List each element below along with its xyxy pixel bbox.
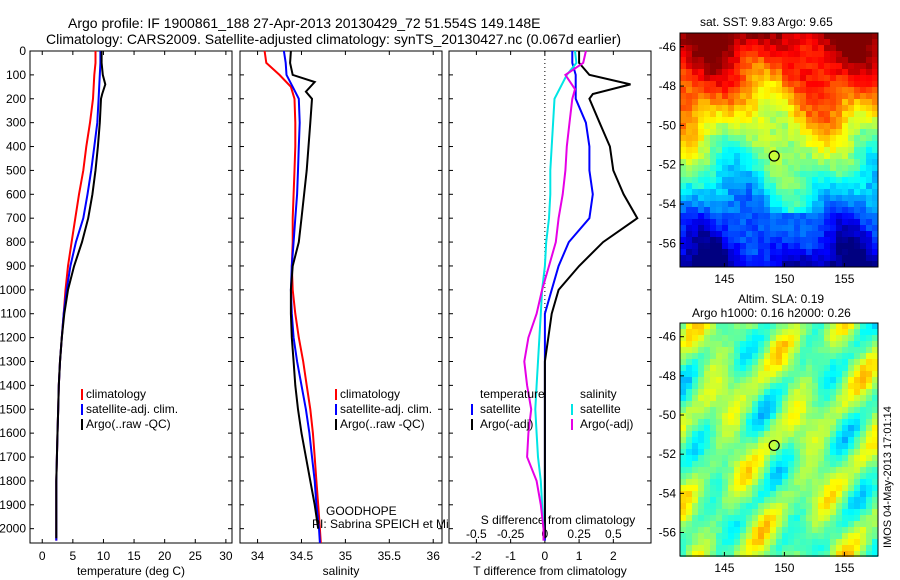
panel-3-xtick-label: 1 [576,549,583,563]
legend-label: satellite-adj. clim. [340,402,432,416]
depth-tick-label: 800 [6,235,26,249]
depth-tick-label: 1400 [0,378,26,392]
legend-label: Argo(..raw -QC) [340,417,425,431]
sla-map-lon-label: 145 [714,561,734,575]
sst-map-lat-label: -52 [659,158,677,172]
panel-1-xtick-label: 15 [127,549,141,563]
salinity-diff-axis-label: S difference from climatology [481,513,636,527]
legend-label: Argo(..raw -QC) [86,417,171,431]
legend-label: Argo(-adj) [580,417,633,431]
panel-2-xtick-label: 36 [427,549,441,563]
sst-map-lat-label: -54 [659,197,677,211]
sla-map-lon-label: 150 [774,561,794,575]
depth-tick-label: 700 [6,211,26,225]
depth-tick-label: 300 [6,116,26,130]
panel-2-frame [239,50,443,544]
series-line-1-3 [55,51,107,539]
sla-map-lat-label: -46 [659,330,677,344]
sla-map-lat-label: -54 [659,486,677,500]
legend-label: climatology [340,387,400,401]
legend-group-title: salinity [580,387,617,401]
sst-map-lon-label: 150 [774,272,794,286]
panel-2-xtick-label: 35.5 [378,549,402,563]
panel-3-xtick-label: 2 [610,549,617,563]
depth-tick-label: 1900 [0,498,26,512]
salinity-diff-tick-label: 0.5 [605,527,622,541]
legend-label: climatology [86,387,146,401]
panel-2-xtick-label: 34 [251,549,265,563]
sla-map-frame [679,322,879,557]
depth-tick-label: 1700 [0,450,26,464]
depth-tick-label: 900 [6,259,26,273]
panel-1-xtick-label: 30 [219,549,233,563]
sla-map-lat-label: -50 [659,408,677,422]
salinity-diff-tick-label: -0.25 [497,527,525,541]
panel-3-xtick-label: -1 [505,549,516,563]
imos-credit: IMOS 04-May-2013 17:01:14 [882,406,894,548]
figure-title-line1: Argo profile: IF 1900861_188 27-Apr-2013… [68,15,541,31]
sst-map-lat-label: -56 [659,236,677,250]
sla-map-lat-label: -52 [659,447,677,461]
depth-tick-label: 100 [6,68,26,82]
sst-map-lat-label: -46 [659,40,677,54]
panel-1-xtick-label: 20 [158,549,172,563]
panel-2-xlabel: salinity [323,564,360,578]
depth-tick-label: 1800 [0,474,26,488]
sla-map-title-line1: Altim. SLA: 0.19 [738,292,825,306]
panel-1-xtick-label: 25 [189,549,203,563]
goodhope-label: GOODHOPE [326,504,397,518]
series-line-2-3 [289,50,320,529]
depth-tick-label: 1500 [0,402,26,416]
sst-map-pixels [680,33,878,267]
depth-tick-label: 2000 [0,522,26,536]
sla-map-argo-marker [768,439,780,452]
depth-tick-label: 1100 [0,307,26,321]
panel-2-xtick-label: 34.5 [290,549,314,563]
panel-1-xtick-label: 10 [97,549,111,563]
legend-label: satellite [580,402,621,416]
legend-label: Argo(-adj) [480,417,533,431]
panel-1-xtick-label: 0 [39,549,46,563]
depth-tick-label: 600 [6,187,26,201]
depth-tick-label: 1300 [0,354,26,368]
panel-1-frame [29,50,233,544]
series-line-3-4 [523,50,587,541]
sla-map-pixels [680,323,878,557]
depth-tick-label: 0 [19,44,26,58]
depth-tick-label: 200 [6,92,26,106]
sst-map-title: sat. SST: 9.83 Argo: 9.65 [700,15,833,29]
sla-map-lon-label: 155 [834,561,854,575]
sst-map-lat-label: -50 [659,118,677,132]
legend-label: satellite-adj. clim. [86,402,178,416]
depth-tick-label: 1200 [0,331,26,345]
series-line-3-2 [543,51,639,539]
sla-map-title-line2: Argo h1000: 0.16 h2000: 0.26 [692,306,851,320]
depth-tick-label: 500 [6,163,26,177]
depth-tick-label: 400 [6,140,26,154]
panel-3-xtick-label: -2 [471,549,482,563]
sst-map-lon-label: 155 [834,272,854,286]
salinity-diff-tick-label: 0.25 [567,527,591,541]
sst-map-lon-label: 145 [714,272,734,286]
panel-2-xtick-label: 35 [339,549,353,563]
legend-group-title: temperature [480,387,545,401]
panel-3-xtick-label: 0 [542,549,549,563]
panel-1-xlabel: temperature (deg C) [77,564,185,578]
panel-3-xlabel: T difference from climatology [473,564,627,578]
depth-tick-label: 1000 [0,283,26,297]
sst-map-argo-marker [768,150,780,162]
depth-tick-label: 1600 [0,426,26,440]
legend-label: satellite [480,402,521,416]
sst-map-frame [679,32,879,268]
sla-map-lat-label: -56 [659,526,677,540]
panel-1-xtick-label: 5 [70,549,77,563]
figure-title-line2: Climatology: CARS2009. Satellite-adjuste… [46,31,622,47]
sla-map-lat-label: -48 [659,369,677,383]
sst-map-lat-label: -48 [659,79,677,93]
salinity-diff-tick-label: -0.5 [466,527,487,541]
